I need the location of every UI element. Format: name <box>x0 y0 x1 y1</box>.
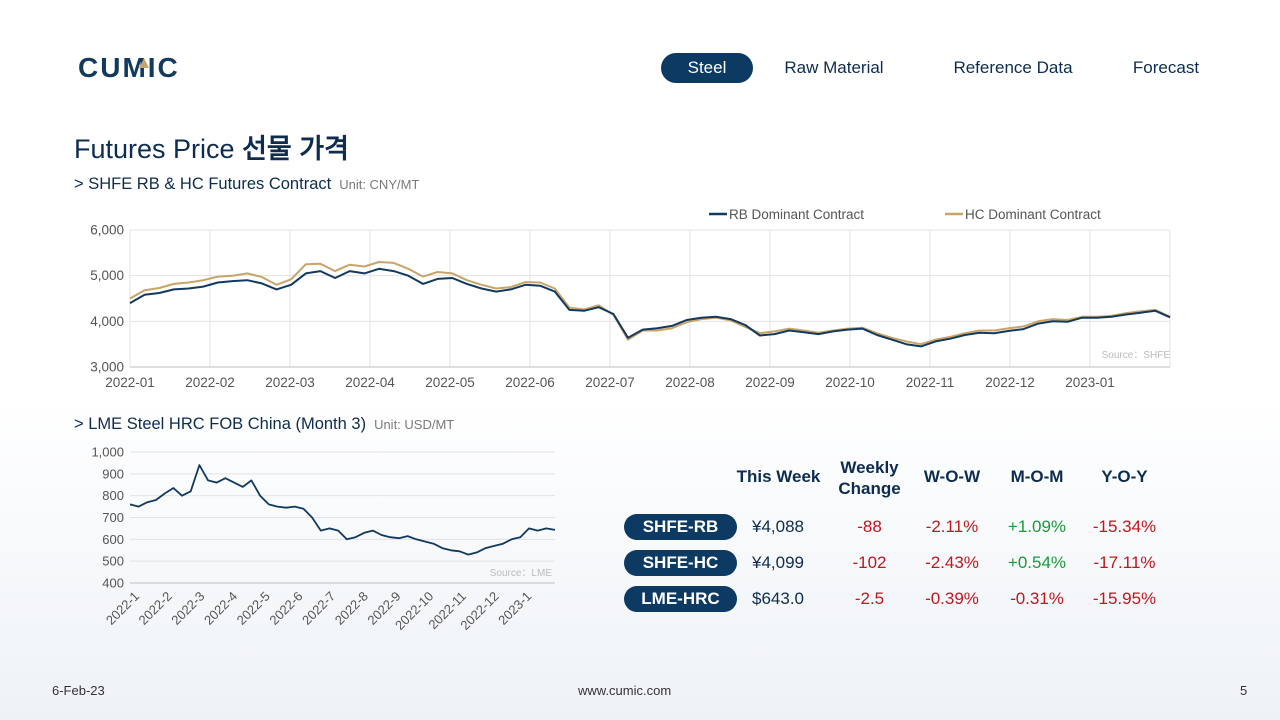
c2-y-tick-label: 700 <box>102 510 124 525</box>
c1-x-tick-label: 2022-05 <box>425 375 475 390</box>
row-lme-hrc-yoy: -15.95% <box>1092 589 1157 608</box>
chart1-y-axis: 3,000 4,000 5,000 6,000 <box>90 223 124 375</box>
c1-y-tick-label: 4,000 <box>90 314 124 329</box>
c2-x-tick-label: 2022-3 <box>168 589 207 628</box>
c1-x-tick-label: 2023-01 <box>1065 375 1115 390</box>
header-weekly-change-line1: Weekly <box>840 458 899 477</box>
tab-steel[interactable]: Steel <box>661 53 753 83</box>
chart1-x-axis: 2022-01 2022-02 2022-03 2022-04 2022-05 2022-… <box>105 375 1115 390</box>
section1-title-text: > SHFE RB & HC Futures Contract <box>74 175 332 193</box>
c2-x-tick-label: 2023-1 <box>495 589 534 628</box>
price-change-table: This Week Weekly Change W-O-W M-O-M Y-O-Y… <box>600 450 1180 620</box>
legend-hc-label: HC Dominant Contract <box>965 207 1101 222</box>
page-title-ko: 선물 가격 <box>242 134 349 164</box>
c1-x-tick-label: 2022-10 <box>825 375 875 390</box>
row-shfe-rb-yoy: -15.34% <box>1092 517 1157 536</box>
c1-x-tick-label: 2022-07 <box>585 375 635 390</box>
header-wow: W-O-W <box>923 467 981 486</box>
chart2-source: Source：LME <box>490 568 553 579</box>
footer-website[interactable]: www.cumic.com <box>578 683 672 698</box>
footer-date: 6-Feb-23 <box>52 683 105 698</box>
row-shfe-rb-weekly-change: -88 <box>857 517 882 536</box>
row-shfe-hc-yoy: -17.11% <box>1093 553 1156 572</box>
c1-y-tick-label: 5,000 <box>90 268 124 283</box>
header-mom: M-O-M <box>1010 467 1064 486</box>
header-yoy: Y-O-Y <box>1101 467 1148 486</box>
header-this-week: This Week <box>736 467 821 486</box>
row-lme-hrc-this-week: $643.0 <box>752 589 804 608</box>
chart2-x-axis: 2022-12022-22022-32022-42022-52022-62022… <box>103 589 535 633</box>
section2-unit: Unit: USD/MT <box>374 417 455 432</box>
c1-x-tick-label: 2022-12 <box>985 375 1035 390</box>
c2-series-0-line <box>129 464 556 556</box>
c2-y-tick-label: 900 <box>102 466 124 481</box>
c2-y-tick-label: 600 <box>102 532 124 547</box>
section1-title: > SHFE RB & HC Futures Contract Unit: CNY… <box>74 175 419 194</box>
section1-unit: Unit: CNY/MT <box>339 177 420 192</box>
chart2-y-axis: 400 500 600 700 800 900 1,000 <box>91 445 124 591</box>
c1-x-tick-label: 2022-03 <box>265 375 315 390</box>
c1-x-tick-label: 2022-02 <box>185 375 235 390</box>
c1-series-1-line <box>129 261 1171 346</box>
header-weekly-change-line2: Change <box>838 479 901 498</box>
logo-text: CUMIC <box>78 54 180 80</box>
row-shfe-rb-this-week: ¥4,088 <box>752 517 804 536</box>
c2-x-tick-label: 2022-4 <box>201 589 240 628</box>
chart2-grid <box>130 451 555 584</box>
row-shfe-hc-this-week: ¥4,099 <box>752 553 804 572</box>
c2-y-tick-label: 500 <box>102 554 124 569</box>
tab-reference-data[interactable]: Reference Data <box>953 58 1073 77</box>
row-label-lme-hrc: LME-HRC <box>624 586 737 612</box>
chart2-lines <box>129 464 556 556</box>
top-nav: Steel Raw Material Reference Data Foreca… <box>661 53 1221 83</box>
row-shfe-hc-weekly-change: -102 <box>852 553 887 572</box>
section2-title: > LME Steel HRC FOB China (Month 3) Unit:… <box>74 415 454 434</box>
c1-x-tick-label: 2022-09 <box>745 375 795 390</box>
row-lme-hrc-mom: -0.31% <box>1010 589 1064 608</box>
chart1-lines <box>129 261 1171 348</box>
c2-y-tick-label: 400 <box>102 576 124 591</box>
c1-y-tick-label: 6,000 <box>90 223 124 238</box>
row-shfe-hc-mom: +0.54% <box>1007 553 1067 572</box>
page-title: Futures Price 선물 가격 <box>74 127 349 166</box>
tab-forecast[interactable]: Forecast <box>1132 58 1200 77</box>
c1-x-tick-label: 2022-04 <box>345 375 395 390</box>
footer-page-number: 5 <box>1240 683 1248 698</box>
legend-rb-label: RB Dominant Contract <box>729 207 864 222</box>
c1-x-tick-label: 2022-06 <box>505 375 555 390</box>
row-lme-hrc-wow: -0.39% <box>925 589 979 608</box>
row-shfe-rb-mom: +1.09% <box>1007 517 1067 536</box>
c2-x-tick-label: 2022-6 <box>266 589 305 628</box>
c2-x-tick-label: 2022-5 <box>234 589 273 628</box>
row-label-shfe-rb: SHFE-RB <box>624 514 737 540</box>
header-weekly-change: Weekly Change <box>827 457 912 499</box>
c2-x-tick-label: 2022-1 <box>103 589 142 628</box>
row-shfe-rb-wow: -2.11% <box>925 517 979 536</box>
c2-y-tick-label: 800 <box>102 488 124 503</box>
c1-series-0-line <box>129 267 1171 348</box>
cumic-logo-mark: CUMIC <box>78 52 180 83</box>
section2-title-text: > LME Steel HRC FOB China (Month 3) <box>74 415 367 433</box>
c1-y-tick-label: 3,000 <box>90 360 124 375</box>
c2-y-tick-label: 1,000 <box>91 445 124 460</box>
c2-x-tick-label: 2022-8 <box>332 589 371 628</box>
c1-x-tick-label: 2022-01 <box>105 375 155 390</box>
c1-x-tick-label: 2022-08 <box>665 375 715 390</box>
chart1-grid <box>129 229 1171 368</box>
cumic-logo: CUMIC <box>78 52 208 85</box>
c2-x-tick-label: 2022-7 <box>299 589 338 628</box>
page-title-en: Futures Price <box>74 134 235 164</box>
row-label-shfe-hc: SHFE-HC <box>624 550 737 576</box>
c2-x-tick-label: 2022-2 <box>136 589 175 628</box>
row-lme-hrc-weekly-change: -2.5 <box>854 589 885 608</box>
logo-accent <box>139 58 149 68</box>
chart1-source: Source：SHFE <box>1102 350 1171 361</box>
row-shfe-hc-wow: -2.43% <box>925 553 979 572</box>
c1-x-tick-label: 2022-11 <box>906 375 955 390</box>
tab-raw-material[interactable]: Raw Material <box>784 58 884 77</box>
chart1-legend: RB Dominant Contract HC Dominant Contrac… <box>709 207 1101 222</box>
